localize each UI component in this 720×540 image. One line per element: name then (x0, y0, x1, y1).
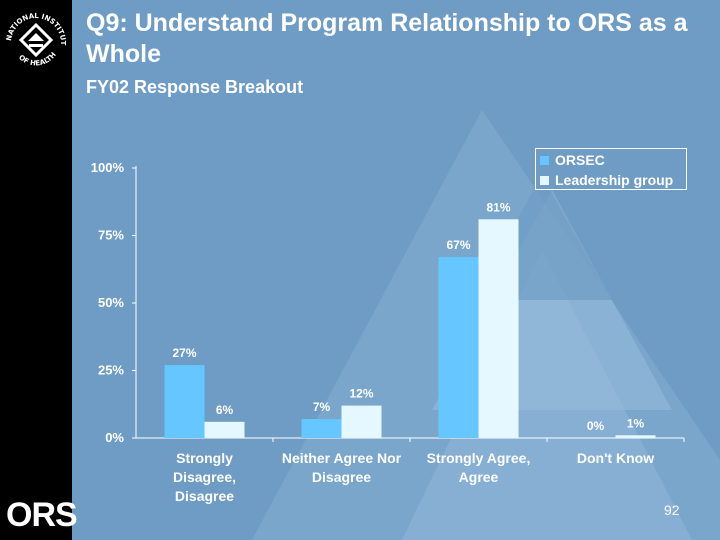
x-category-label: Neither Agree Nor (282, 450, 402, 466)
chart-legend: ORSEC Leadership group (535, 148, 687, 190)
y-tick-label: 50% (98, 295, 124, 310)
legend-swatch-orsec (540, 156, 549, 165)
data-label: 0% (587, 419, 605, 433)
x-category-label: Strongly (176, 450, 233, 466)
x-category-label: Don't Know (577, 450, 654, 466)
data-label: 67% (446, 238, 470, 252)
bar-orsec (164, 365, 205, 438)
legend-label-orsec: ORSEC (555, 152, 605, 168)
bar-orsec (438, 257, 479, 438)
data-label: 1% (627, 416, 645, 430)
data-label: 27% (172, 346, 196, 360)
nih-seal-logo: NATIONAL INSTITUTES OF HEALTH (3, 3, 67, 68)
legend-item-leadership: Leadership group (540, 172, 673, 188)
bar-leadership-group (341, 405, 382, 438)
data-label: 7% (313, 400, 331, 414)
x-category-label: Disagree, (173, 469, 236, 485)
slide-subtitle: FY02 Response Breakout (86, 77, 304, 97)
x-category-label: Strongly Agree, (427, 450, 531, 466)
legend-item-orsec: ORSEC (540, 152, 605, 168)
bar-chart: 0% 25% 50% 75% 100% 27% 6% Strongly Disagree, Dis… (91, 160, 685, 504)
y-tick-label: 75% (98, 228, 124, 243)
x-category-label: Disagree (175, 488, 234, 504)
y-tick-label: 25% (98, 363, 124, 378)
data-label: 6% (216, 403, 234, 417)
ors-logo: ORS (6, 496, 78, 534)
y-tick-label: 0% (105, 430, 124, 445)
x-category-label: Disagree (312, 469, 371, 485)
slide-title: Q9: Understand Program Relationship to O… (86, 9, 688, 68)
bar-orsec (301, 419, 342, 438)
legend-swatch-leadership (540, 176, 549, 185)
bar-leadership-group (478, 219, 519, 438)
legend-label-leadership: Leadership group (555, 172, 674, 188)
x-category-label: Agree (459, 469, 499, 485)
sidebar: NATIONAL INSTITUTES OF HEALTH ORS (0, 0, 78, 540)
data-label: 81% (486, 200, 510, 214)
page-number: 92 (664, 502, 680, 518)
y-tick-label: 100% (91, 160, 125, 175)
data-label: 12% (349, 387, 373, 401)
bar-leadership-group (204, 421, 245, 438)
bar-leadership-group (615, 435, 656, 438)
